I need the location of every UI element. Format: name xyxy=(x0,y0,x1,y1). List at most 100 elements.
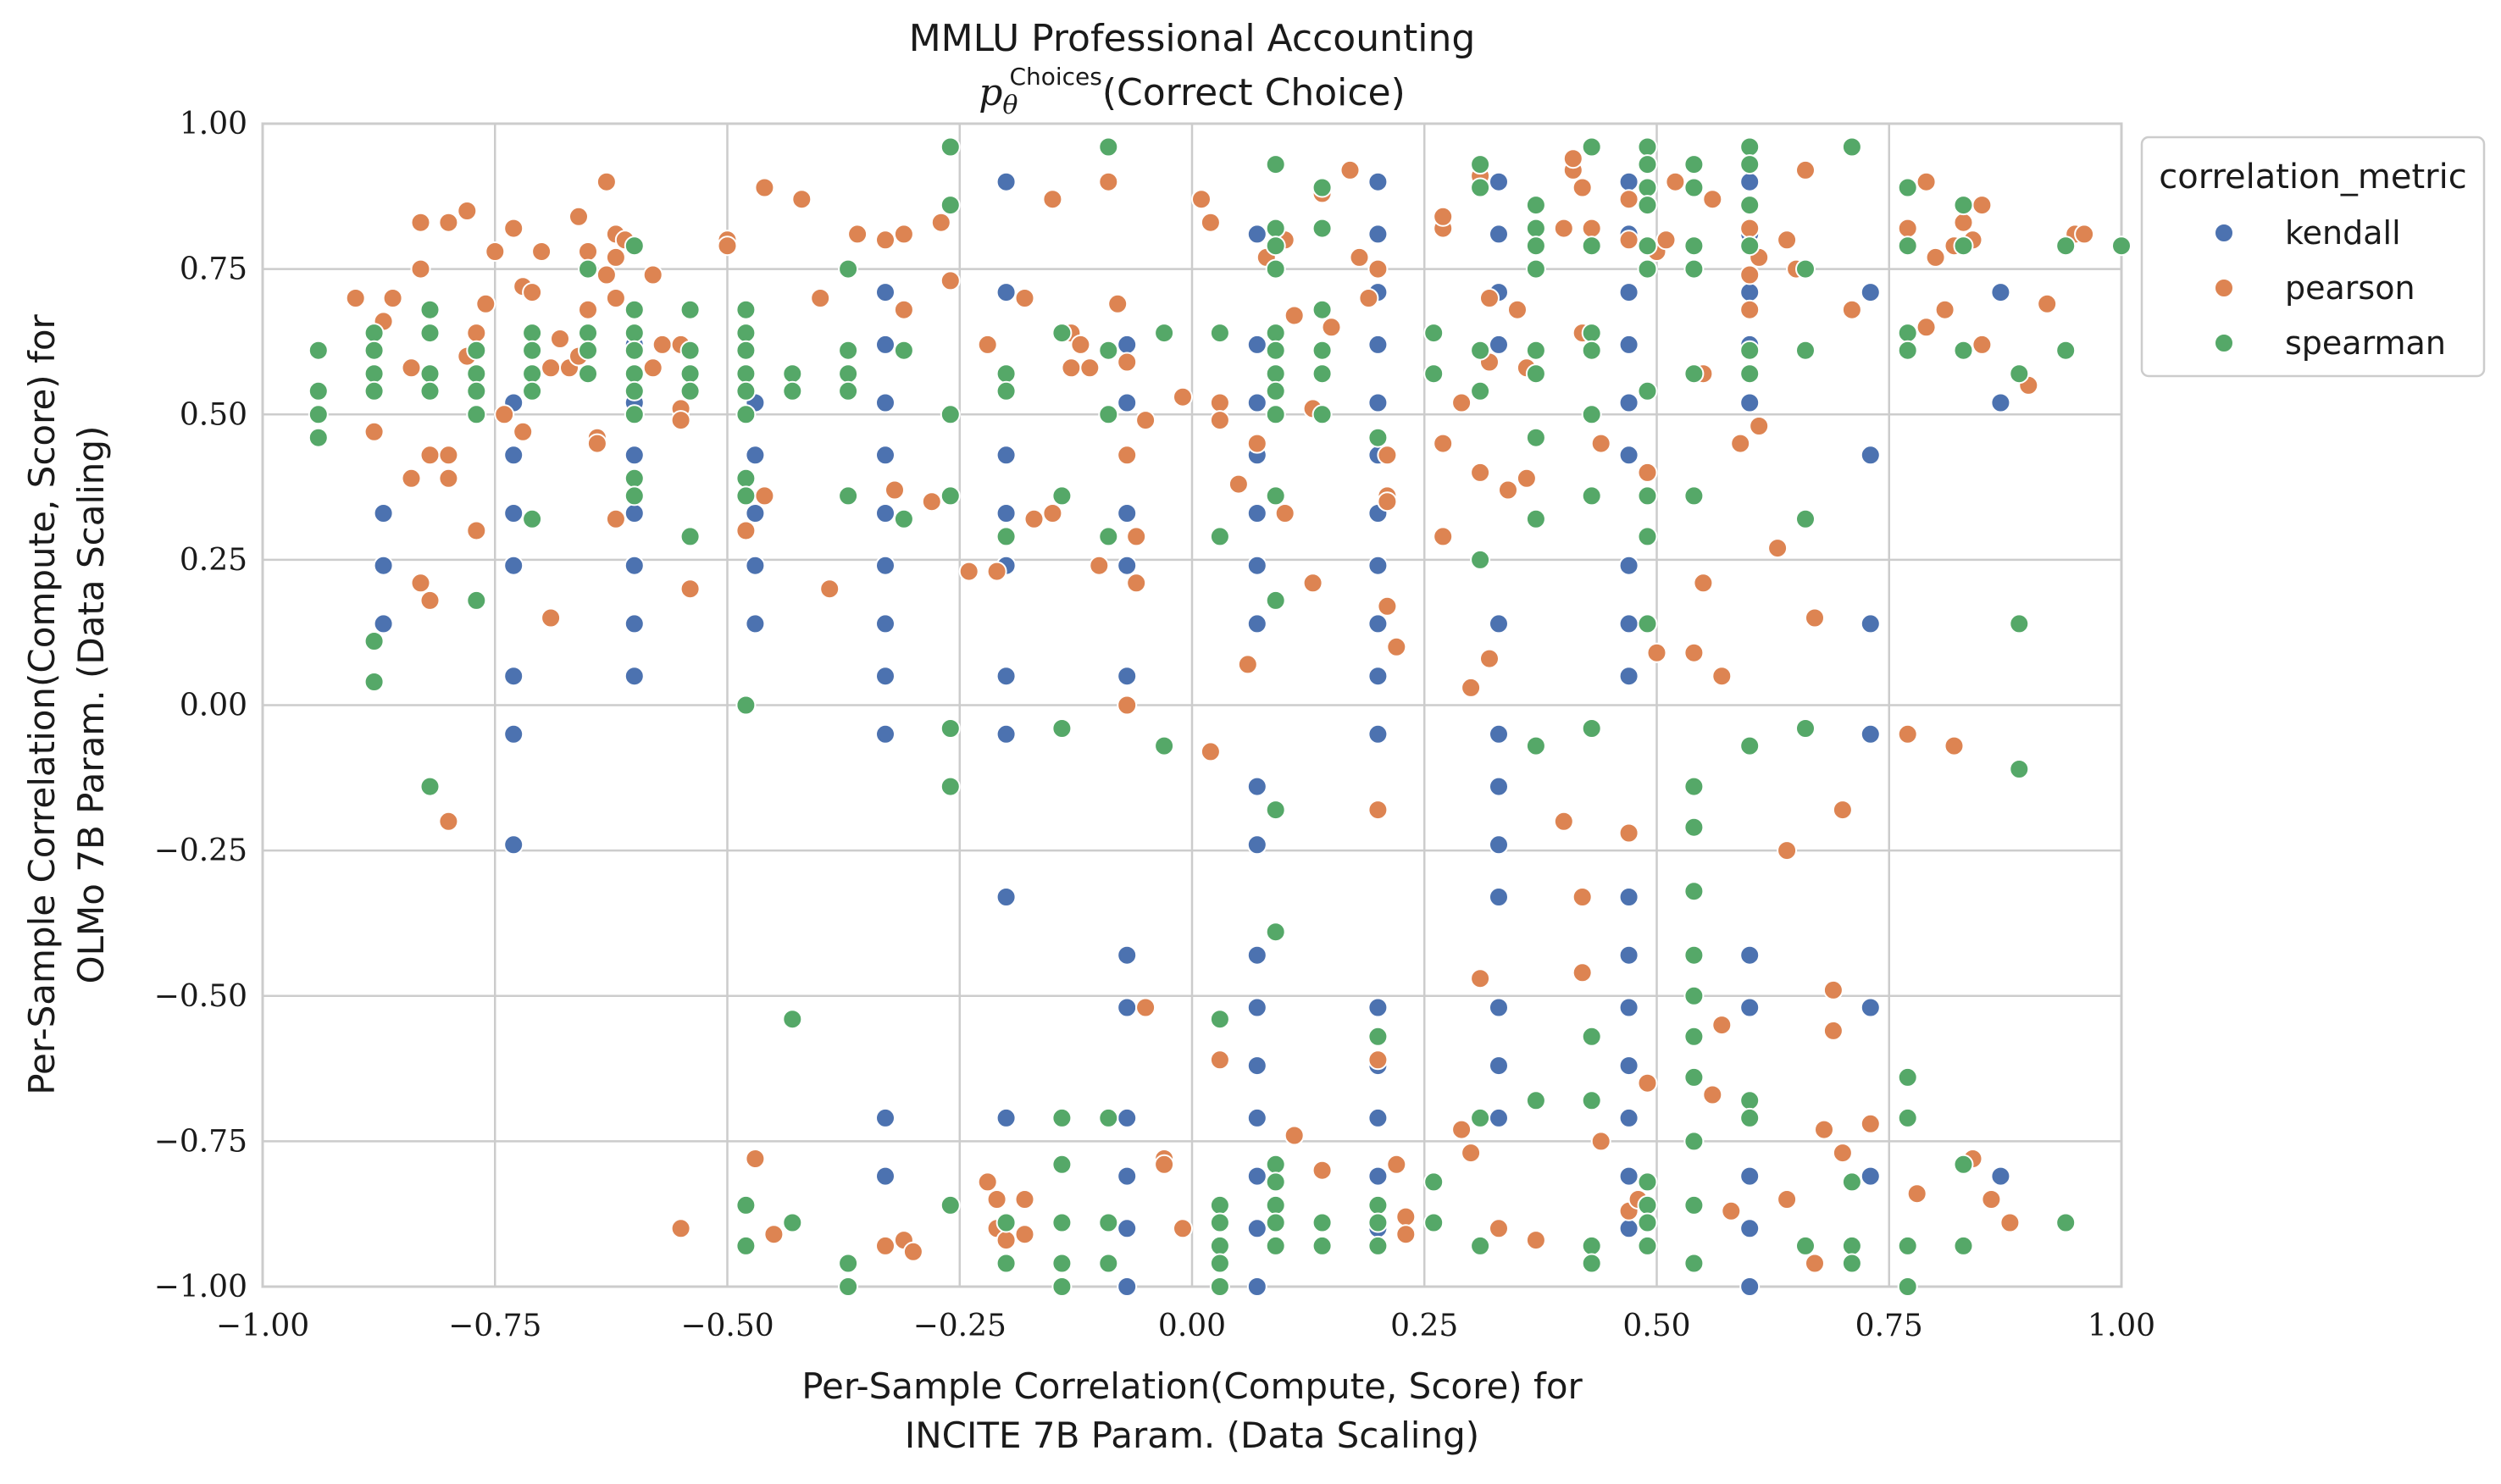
kendall-point xyxy=(1117,666,1138,687)
kendall-point xyxy=(1739,944,1761,966)
kendall-point xyxy=(875,392,896,413)
pearson-point xyxy=(1777,230,1798,251)
spearman-point xyxy=(735,468,757,489)
spearman-point xyxy=(1953,235,1974,257)
kendall-point xyxy=(1618,997,1639,1018)
subtitle-p: p xyxy=(979,71,1002,114)
pearson-point xyxy=(1590,433,1611,454)
kendall-point xyxy=(1860,997,1881,1018)
spearman-point xyxy=(419,363,441,385)
spearman-point xyxy=(1051,1276,1073,1297)
kendall-point xyxy=(875,555,896,576)
kendall-point xyxy=(1618,1107,1639,1128)
legend-frame xyxy=(2140,136,2486,378)
spearman-point xyxy=(1209,1253,1230,1274)
spearman-point xyxy=(2009,613,2030,634)
y-tick-label: −0.25 xyxy=(154,833,247,868)
spearman-point xyxy=(838,380,859,401)
pearson-point xyxy=(1553,218,1574,239)
spearman-point xyxy=(1683,1066,1705,1088)
pearson-point xyxy=(1572,962,1593,983)
spearman-point xyxy=(838,1253,859,1274)
pearson-point xyxy=(466,520,487,541)
pearson-point xyxy=(568,206,589,227)
spearman-point xyxy=(1637,1171,1658,1193)
spearman-point xyxy=(1897,1107,1918,1128)
pearson-point xyxy=(605,288,626,308)
spearman-point xyxy=(679,526,701,547)
spearman-point xyxy=(1683,1131,1705,1152)
pearson-point xyxy=(1061,357,1082,379)
spearman-point xyxy=(1637,258,1658,280)
spearman-point xyxy=(1795,340,1816,361)
pearson-point xyxy=(1367,258,1389,280)
kendall-point xyxy=(1489,776,1509,797)
spearman-point xyxy=(1367,427,1389,448)
spearman-point xyxy=(1470,1235,1491,1256)
spearman-point xyxy=(1367,1235,1389,1256)
chart-title: MMLU Professional Accounting xyxy=(909,17,1476,60)
pearson-point xyxy=(1126,526,1147,547)
kendall-point xyxy=(1117,392,1138,413)
kendall-point xyxy=(624,555,645,576)
pearson-point xyxy=(819,579,840,600)
kendall-point xyxy=(995,723,1017,745)
pearson-point xyxy=(893,224,914,245)
spearman-point xyxy=(1312,363,1333,385)
pearson-point xyxy=(345,288,366,308)
spearman-point xyxy=(1051,485,1073,507)
spearman-point xyxy=(419,299,441,320)
pearson-point xyxy=(596,264,617,285)
spearman-point xyxy=(1312,299,1333,320)
pearson-point xyxy=(1516,468,1537,489)
spearman-point xyxy=(735,380,757,401)
pearson-point xyxy=(1461,677,1482,698)
spearman-point xyxy=(679,363,701,385)
spearman-point xyxy=(1897,323,1918,344)
spearman-point xyxy=(1265,380,1286,401)
pearson-point xyxy=(1618,189,1639,210)
kendall-point xyxy=(373,555,394,576)
pearson-point xyxy=(884,479,905,501)
pearson-point xyxy=(735,520,757,541)
kendall-point xyxy=(875,282,896,303)
spearman-point xyxy=(1581,136,1602,158)
pearson-point xyxy=(958,561,979,582)
spearman-point xyxy=(1739,136,1761,158)
x-tick-label: −0.50 xyxy=(680,1309,774,1343)
pearson-point xyxy=(1321,317,1342,338)
spearman-point xyxy=(1581,404,1602,425)
kendall-point xyxy=(1367,997,1389,1018)
spearman-point xyxy=(1683,776,1705,797)
pearson-point xyxy=(986,1189,1007,1210)
kendall-point xyxy=(1117,1276,1138,1297)
spearman-point xyxy=(1098,526,1119,547)
spearman-point xyxy=(1897,235,1918,257)
pearson-point xyxy=(410,212,431,233)
x-tick-label: 0.50 xyxy=(1622,1309,1690,1343)
kendall-point xyxy=(1489,224,1509,245)
spearman-point xyxy=(735,695,757,716)
pearson-point xyxy=(1200,741,1221,762)
kendall-point xyxy=(1117,503,1138,523)
pearson-point xyxy=(977,334,998,355)
pearson-point xyxy=(1739,218,1761,239)
spearman-point xyxy=(1209,1276,1230,1297)
kendall-point xyxy=(1117,1107,1138,1128)
pearson-point xyxy=(1860,1113,1881,1134)
spearman-point xyxy=(1154,735,1175,756)
spearman-point xyxy=(1470,177,1491,198)
pearson-point xyxy=(875,230,896,251)
pearson-point xyxy=(1814,1119,1834,1140)
pearson-point xyxy=(1154,1154,1175,1175)
pearson-point xyxy=(1693,573,1714,594)
legend-label-pearson: pearson xyxy=(2285,269,2415,307)
kendall-point xyxy=(745,555,766,576)
kendall-point xyxy=(1367,723,1389,745)
kendall-point xyxy=(1246,392,1267,413)
spearman-point xyxy=(995,380,1017,401)
y-tick-label: 0.50 xyxy=(180,397,247,432)
spearman-point xyxy=(1470,549,1491,570)
kendall-point xyxy=(1618,944,1639,966)
spearman-point xyxy=(1683,154,1705,175)
